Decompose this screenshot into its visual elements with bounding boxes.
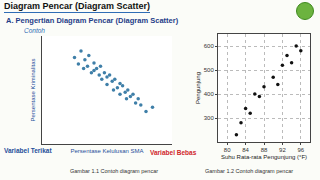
svg-text:400: 400: [204, 91, 215, 97]
html-text:Gambar 1.1 Contoh diagram penc: Gambar 1.1 Contoh diagram pencar: [70, 168, 159, 174]
svg-text:300: 300: [204, 115, 215, 121]
svg-text:92: 92: [279, 147, 286, 153]
html-text:Variabel Terikat: Variabel Terikat: [4, 147, 52, 154]
html-text:Diagram Pencar (Diagram Scatte: Diagram Pencar (Diagram Scatter): [4, 1, 151, 11]
html-text:Contoh: Contoh: [24, 27, 45, 34]
svg-text:84: 84: [242, 147, 249, 153]
svg-text:500: 500: [204, 67, 215, 73]
svg-text:Pengunjung: Pengunjung: [195, 72, 201, 104]
svg-text:600: 600: [204, 43, 215, 49]
svg-text:Persentase Kriminalitas: Persentase Kriminalitas: [30, 58, 36, 121]
svg-text:Suhu Rata-rata Pengunjung (°F): Suhu Rata-rata Pengunjung (°F): [221, 154, 307, 160]
svg-text:Persentase Kelulusan SMA: Persentase Kelulusan SMA: [70, 148, 143, 154]
svg-text:80: 80: [224, 147, 231, 153]
html-text:Gambar 1.2 Contoh diagram penc: Gambar 1.2 Contoh diagram pencar: [205, 168, 294, 174]
html-text:A. Pengertian Diagram Pencar (: A. Pengertian Diagram Pencar (Diagram Sc…: [6, 16, 179, 25]
svg-text:88: 88: [261, 147, 268, 153]
svg-text:96: 96: [297, 147, 304, 153]
html-text:Variabel Bebas: Variabel Bebas: [150, 149, 197, 156]
